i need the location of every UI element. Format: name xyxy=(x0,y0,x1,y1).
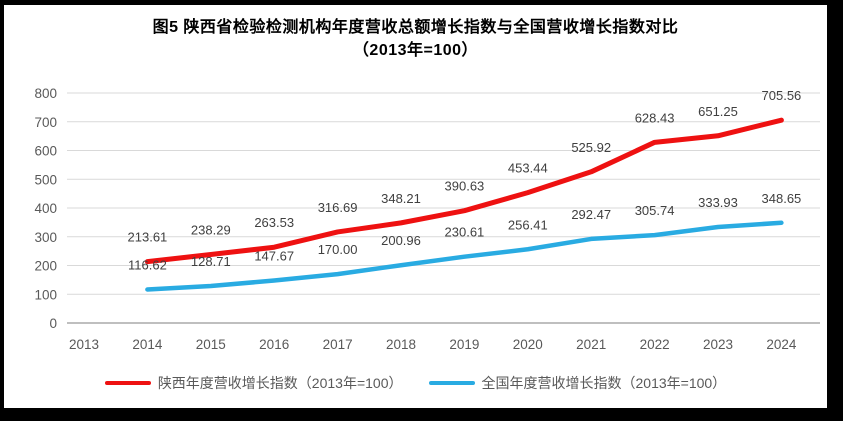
data-point-label: 292.47 xyxy=(571,207,611,222)
y-axis-tick-label: 100 xyxy=(34,287,57,302)
legend-line-swatch-national xyxy=(428,381,475,385)
data-point-label: 128.71 xyxy=(191,254,231,269)
chart-title: 图5 陕西省检验检测机构年度营收总额增长指数与全国营收增长指数对比 （2013年… xyxy=(4,16,827,62)
y-axis-tick-label: 600 xyxy=(34,144,57,159)
y-axis-tick-label: 200 xyxy=(34,259,57,274)
legend-item-national: 全国年度营收增长指数（2013年=100） xyxy=(428,373,727,393)
chart-canvas xyxy=(4,5,827,408)
data-point-label: 147.67 xyxy=(254,249,294,264)
x-axis-tick-label: 2017 xyxy=(323,337,353,352)
x-axis-tick-label: 2016 xyxy=(259,337,289,352)
y-axis-tick-label: 300 xyxy=(34,230,57,245)
data-point-label: 525.92 xyxy=(571,140,611,155)
y-axis-tick-label: 700 xyxy=(34,115,57,130)
data-point-label: 316.69 xyxy=(318,200,358,215)
series-line-1 xyxy=(145,220,784,292)
data-point-label: 348.21 xyxy=(381,191,421,206)
data-point-label: 256.41 xyxy=(508,217,548,232)
data-point-label: 230.61 xyxy=(445,225,485,240)
y-axis-tick-label: 0 xyxy=(49,316,57,331)
x-axis-tick-label: 2013 xyxy=(69,337,99,352)
legend-line-swatch-shaanxi xyxy=(104,381,151,385)
data-point-label: 390.63 xyxy=(445,179,485,194)
data-point-label: 305.74 xyxy=(635,203,675,218)
data-point-label: 263.53 xyxy=(254,215,294,230)
data-point-label: 333.93 xyxy=(698,195,738,210)
data-point-label: 705.56 xyxy=(762,88,802,103)
data-point-label: 170.00 xyxy=(318,242,358,257)
x-axis-tick-label: 2014 xyxy=(132,337,163,352)
y-axis-tick-label: 800 xyxy=(34,86,57,101)
data-point-label: 213.61 xyxy=(128,230,168,245)
x-axis-tick-label: 2021 xyxy=(576,337,606,352)
data-point-label: 238.29 xyxy=(191,222,231,237)
x-axis-tick-label: 2024 xyxy=(766,337,797,352)
legend-label-shaanxi: 陕西年度营收增长指数（2013年=100） xyxy=(157,375,403,391)
chart-title-line1: 图5 陕西省检验检测机构年度营收总额增长指数与全国营收增长指数对比 xyxy=(152,19,679,36)
legend-item-shaanxi: 陕西年度营收增长指数（2013年=100） xyxy=(104,373,403,393)
data-point-label: 651.25 xyxy=(698,104,738,119)
data-point-label: 453.44 xyxy=(508,161,548,176)
chart-title-line2: （2013年=100） xyxy=(352,42,479,59)
data-point-label: 628.43 xyxy=(635,110,675,125)
y-axis-tick-label: 500 xyxy=(34,172,57,187)
x-axis-tick-label: 2020 xyxy=(513,337,543,352)
x-axis-tick-label: 2018 xyxy=(386,337,416,352)
x-axis-tick-label: 2022 xyxy=(640,337,670,352)
y-axis-tick-label: 400 xyxy=(34,201,57,216)
x-axis-tick-label: 2015 xyxy=(196,337,226,352)
series-line-0 xyxy=(144,117,784,265)
data-point-label: 348.65 xyxy=(762,191,802,206)
x-axis-tick-label: 2019 xyxy=(449,337,479,352)
x-axis-tick-label: 2023 xyxy=(703,337,733,352)
data-point-label: 200.96 xyxy=(381,233,421,248)
data-point-label: 116.62 xyxy=(128,257,167,272)
legend-label-national: 全国年度营收增长指数（2013年=100） xyxy=(481,375,727,391)
chart-legend: 陕西年度营收增长指数（2013年=100） 全国年度营收增长指数（2013年=1… xyxy=(4,371,827,395)
